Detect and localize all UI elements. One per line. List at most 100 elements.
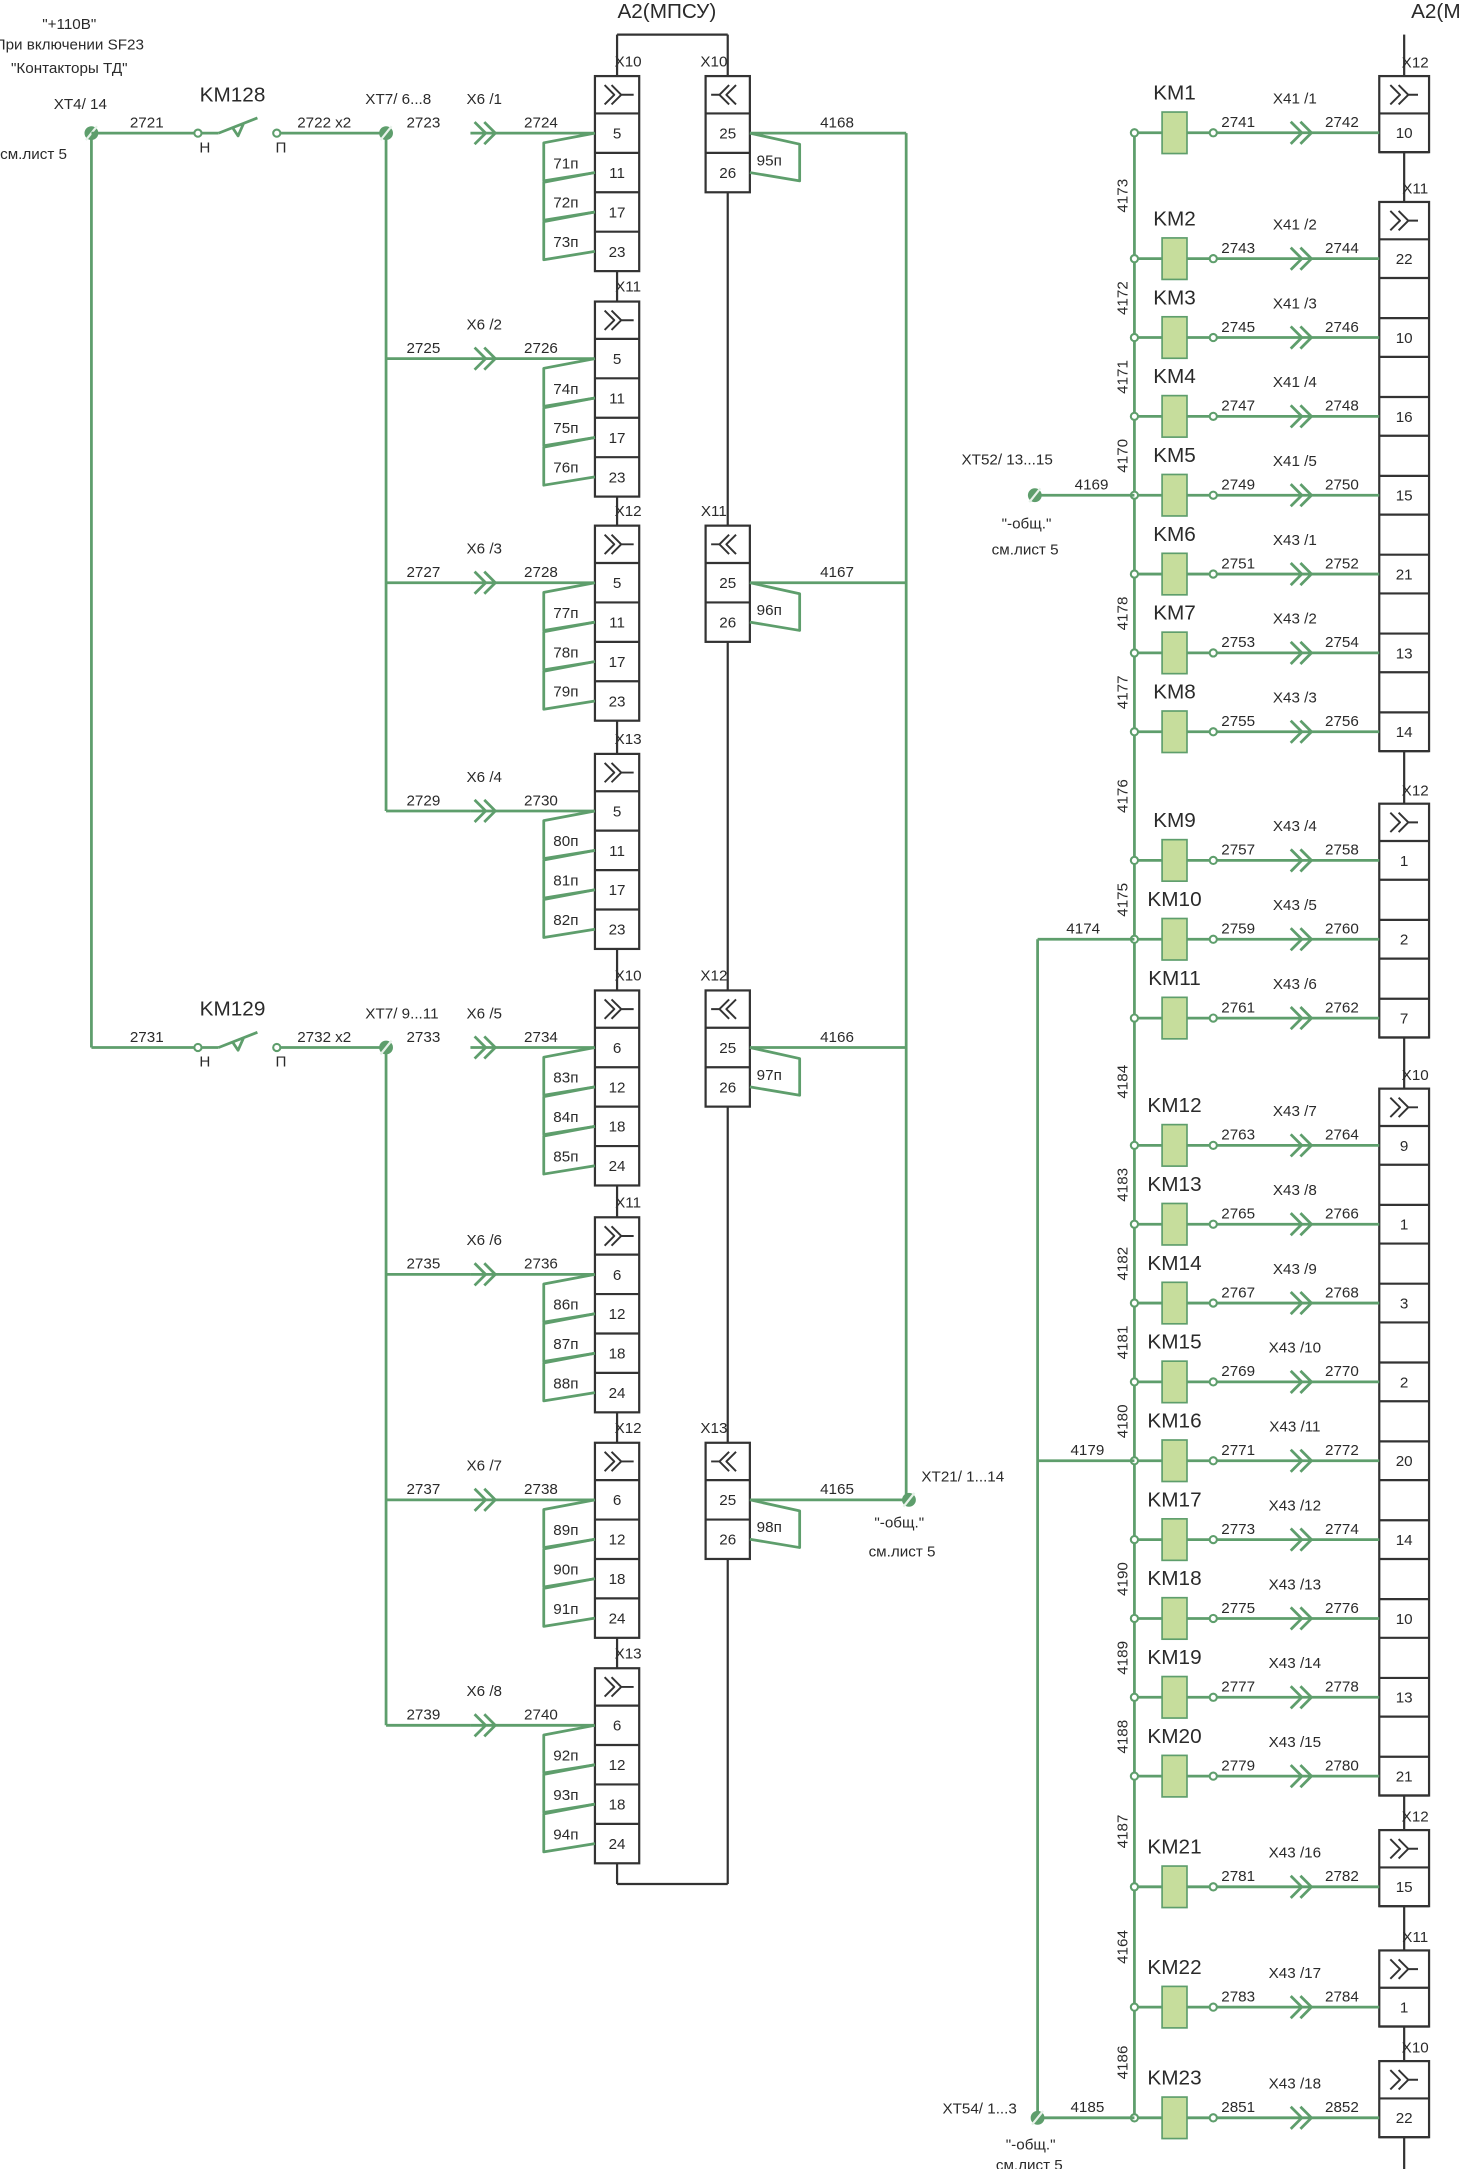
wire-label: 2723 — [406, 114, 440, 131]
connector-label: X6 /1 — [467, 91, 503, 108]
terminal-label: XT54/ 1...3 — [942, 2101, 1016, 2118]
socket-symbol — [711, 533, 737, 555]
wire-label: 2763 — [1221, 1127, 1255, 1144]
plug-symbol — [603, 533, 634, 555]
pin-label: 21 — [1396, 566, 1413, 583]
connector-label: X43 /10 — [1269, 1340, 1321, 1357]
junction — [1129, 1013, 1140, 1023]
wire-label: 2783 — [1221, 1988, 1255, 2005]
jumper — [749, 1046, 802, 1097]
wire-label: 2737 — [406, 1481, 440, 1498]
pin-label: 10 — [1396, 330, 1413, 347]
pin-label: 24 — [609, 1611, 626, 1628]
pin-label: 23 — [609, 469, 626, 486]
plug-symbol — [1389, 210, 1418, 232]
junction — [1129, 855, 1140, 866]
pin-label: 6 — [613, 1718, 621, 1735]
wire-label: 2749 — [1221, 477, 1255, 494]
junction — [1129, 411, 1140, 422]
wire-label: 2745 — [1221, 319, 1255, 336]
bus-label: 4187 — [1114, 1815, 1131, 1849]
pin-label: 23 — [609, 244, 626, 261]
junction — [1129, 254, 1140, 264]
junction — [1129, 569, 1140, 579]
pin-label: 12 — [609, 1079, 626, 1096]
block-header: X10 — [615, 968, 642, 985]
connector-label: X43 /11 — [1269, 1419, 1320, 1436]
block-header: X12 — [615, 503, 642, 520]
connector-label: X41 /2 — [1273, 216, 1317, 233]
contactor-label: KM9 — [1153, 809, 1196, 832]
contactor-coil — [1161, 552, 1188, 596]
pin-label: 6 — [613, 1267, 621, 1284]
wire-arrow — [1289, 1291, 1313, 1316]
sheet-ref: см.лист 5 — [996, 2157, 1063, 2169]
block-header: X11 — [615, 279, 641, 296]
junction — [1208, 1298, 1218, 1308]
wire-label: 2756 — [1325, 713, 1359, 730]
jumper-label: 93п — [553, 1787, 578, 1804]
wire-label: 2768 — [1325, 1284, 1359, 1301]
junction — [1208, 332, 1218, 343]
contactor-coil — [1161, 237, 1188, 281]
junction — [272, 1042, 282, 1053]
wire-arrow — [1289, 1527, 1313, 1552]
contactor-coil — [1161, 1360, 1188, 1404]
pin-label: 17 — [609, 204, 626, 221]
connector-label: X41 /3 — [1273, 295, 1317, 312]
wire-label: 2755 — [1221, 713, 1255, 730]
connector-label: X6 /5 — [467, 1005, 503, 1022]
block-header: X12 — [700, 968, 727, 985]
connector-label: X43 /5 — [1273, 897, 1317, 914]
sheet-ref: см.лист 5 — [0, 146, 67, 163]
block-header: X10 — [615, 53, 642, 70]
connector-label: X43 /15 — [1269, 1734, 1321, 1751]
junction — [1129, 2002, 1140, 2012]
connector-label: X43 /6 — [1273, 976, 1317, 993]
wire-label: 2738 — [524, 1481, 558, 1498]
junction — [1208, 1140, 1218, 1150]
junction — [1208, 569, 1218, 579]
jumper-label: 90п — [553, 1561, 578, 1578]
jumper-label: 97п — [757, 1067, 782, 1084]
wire-label: 2733 — [406, 1029, 440, 1046]
jumper-label: 85п — [553, 1148, 578, 1165]
wire-arrow — [1289, 562, 1313, 587]
contactor-coil — [1161, 1202, 1188, 1246]
jumper — [542, 436, 596, 487]
pin-label: 26 — [719, 1532, 736, 1549]
pin-label: 1 — [1400, 1217, 1408, 1234]
wire-label: 2758 — [1325, 842, 1359, 859]
wire-label: 2782 — [1325, 1868, 1359, 1885]
wire-arrow — [1289, 404, 1313, 429]
block-header: X13 — [615, 1645, 642, 1662]
pin-label: 1 — [1400, 2000, 1408, 2017]
contact-blade — [218, 1030, 258, 1052]
title: A2(МПСУ) — [617, 0, 716, 23]
block-header: X12 — [1402, 55, 1429, 72]
connector-label: X43 /3 — [1273, 690, 1317, 707]
pin-label: 13 — [1396, 645, 1413, 662]
connector-label: X43 /2 — [1273, 611, 1317, 628]
wire-arrow — [1289, 1995, 1313, 2020]
wire-arrow — [1289, 120, 1313, 145]
bus-label: 4173 — [1114, 179, 1131, 213]
plug-symbol — [603, 1451, 634, 1472]
wire-arrow — [1289, 1764, 1313, 1789]
wire-label: 2742 — [1325, 114, 1359, 131]
jumper — [749, 581, 802, 632]
wire-label: 2777 — [1221, 1679, 1255, 1696]
terminal-label: XT21/ 1...14 — [921, 1469, 1004, 1486]
contactor-coil — [1161, 473, 1188, 517]
contactor-coil — [1161, 1865, 1188, 1909]
bus-label: 4183 — [1114, 1168, 1131, 1202]
contactor-label: KM20 — [1147, 1725, 1201, 1748]
contactor-coil — [1161, 1596, 1188, 1641]
jumper — [542, 1802, 596, 1854]
pin-label: 5 — [613, 575, 621, 592]
contactor-label: KM23 — [1147, 2067, 1201, 2090]
jumper — [542, 1124, 596, 1176]
pin-label: 26 — [719, 165, 736, 182]
wire-label: 2725 — [406, 340, 440, 357]
pin-label: 17 — [609, 882, 626, 899]
